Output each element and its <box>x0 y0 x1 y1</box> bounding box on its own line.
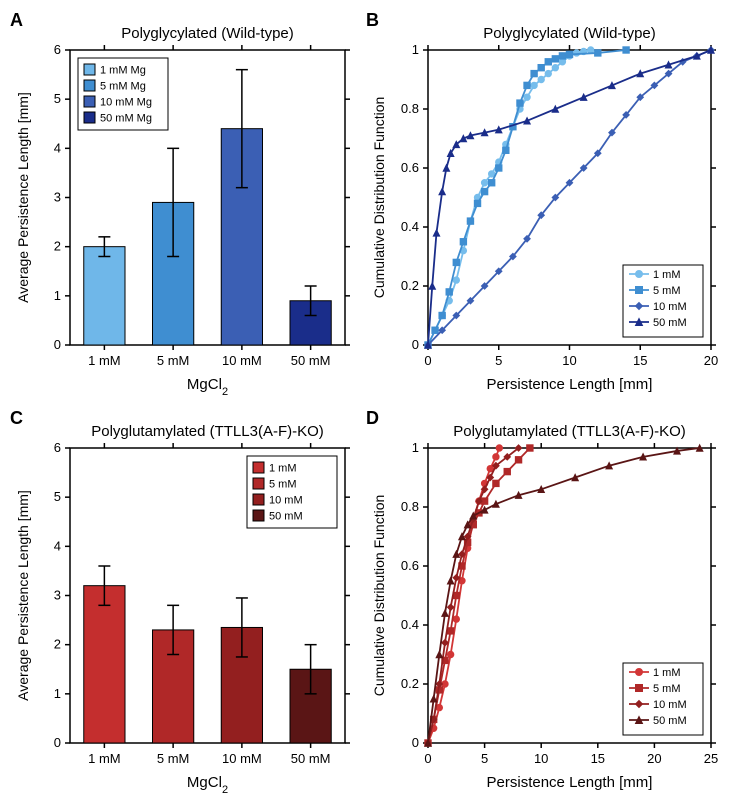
svg-text:1: 1 <box>54 686 61 701</box>
line-chart-b: Polyglycylated (Wild-type) 0 0.2 0.4 0.6 0.8 1… <box>366 10 726 400</box>
svg-text:Average Persistence Length [mm: Average Persistence Length [mm] <box>15 92 31 303</box>
svg-text:50 mM Mg: 50 mM Mg <box>100 113 152 125</box>
svg-text:Polyglycylated (Wild-type): Polyglycylated (Wild-type) <box>483 25 656 42</box>
panel-a-label: A <box>10 10 23 31</box>
svg-text:5 mM Mg: 5 mM Mg <box>100 81 146 93</box>
line-chart-d: Polyglutamylated (TTLL3(A-F)-KO) 0 0.2 0.4 0… <box>366 408 726 798</box>
svg-text:50 mM: 50 mM <box>291 353 331 368</box>
svg-text:10 mM: 10 mM <box>653 301 687 313</box>
svg-text:25: 25 <box>704 751 718 766</box>
svg-text:1 mM: 1 mM <box>653 667 681 679</box>
panel-d-label: D <box>366 408 379 429</box>
svg-text:1 mM: 1 mM <box>88 751 121 766</box>
svg-text:10: 10 <box>534 751 548 766</box>
svg-text:0: 0 <box>424 353 431 368</box>
svg-text:10 mM: 10 mM <box>222 751 262 766</box>
svg-text:5 mM: 5 mM <box>157 353 190 368</box>
svg-text:Polyglutamylated (TTLL3(A-F)-K: Polyglutamylated (TTLL3(A-F)-KO) <box>453 423 686 440</box>
svg-text:Cumulative Distribution Functi: Cumulative Distribution Function <box>371 495 387 697</box>
svg-text:0: 0 <box>412 337 419 352</box>
svg-text:0.8: 0.8 <box>401 499 419 514</box>
svg-text:1: 1 <box>412 440 419 455</box>
svg-text:1 mM: 1 mM <box>269 463 297 475</box>
svg-text:15: 15 <box>633 353 647 368</box>
svg-text:50 mM: 50 mM <box>653 317 687 329</box>
svg-text:1 mM: 1 mM <box>653 269 681 281</box>
svg-text:0.2: 0.2 <box>401 278 419 293</box>
panel-b-label: B <box>366 10 379 31</box>
bar-chart-c: Polyglutamylated (TTLL3(A-F)-KO) 0 1 2 3 4 5 6 1… <box>10 408 360 798</box>
svg-text:5: 5 <box>481 751 488 766</box>
panel-c-label: C <box>10 408 23 429</box>
svg-text:1 mM Mg: 1 mM Mg <box>100 65 146 77</box>
svg-text:0.2: 0.2 <box>401 676 419 691</box>
svg-text:4: 4 <box>54 140 61 155</box>
svg-text:15: 15 <box>591 751 605 766</box>
svg-text:5: 5 <box>495 353 502 368</box>
svg-text:5: 5 <box>54 91 61 106</box>
svg-text:5 mM: 5 mM <box>653 285 681 297</box>
svg-text:0.6: 0.6 <box>401 558 419 573</box>
svg-text:10 mM Mg: 10 mM Mg <box>100 97 152 109</box>
svg-text:6: 6 <box>54 42 61 57</box>
svg-text:50 mM: 50 mM <box>269 511 303 523</box>
figure-grid: A Polyglycylated (Wild-type) 0 1 2 3 4 5 6 1 mM 5… <box>10 10 726 798</box>
svg-text:10 mM: 10 mM <box>222 353 262 368</box>
svg-text:1: 1 <box>412 42 419 57</box>
svg-text:50 mM: 50 mM <box>653 715 687 727</box>
panel-d: D Polyglutamylated (TTLL3(A-F)-KO) 0 0.2 0.… <box>366 408 726 798</box>
svg-text:3: 3 <box>54 588 61 603</box>
svg-text:0: 0 <box>424 751 431 766</box>
svg-text:5 mM: 5 mM <box>157 751 190 766</box>
svg-text:Persistence Length [mm]: Persistence Length [mm] <box>487 774 653 791</box>
svg-text:1 mM: 1 mM <box>88 353 121 368</box>
svg-text:MgCl2: MgCl2 <box>187 376 228 398</box>
svg-text:2: 2 <box>54 637 61 652</box>
svg-text:5 mM: 5 mM <box>653 683 681 695</box>
svg-text:0.6: 0.6 <box>401 160 419 175</box>
svg-text:4: 4 <box>54 538 61 553</box>
svg-text:0.4: 0.4 <box>401 617 419 632</box>
svg-text:20: 20 <box>704 353 718 368</box>
panel-a: A Polyglycylated (Wild-type) 0 1 2 3 4 5 6 1 mM 5… <box>10 10 362 400</box>
svg-text:Cumulative Distribution Functi: Cumulative Distribution Function <box>371 97 387 299</box>
svg-text:0: 0 <box>412 735 419 750</box>
panel-b: B Polyglycylated (Wild-type) 0 0.2 0.4 0.6 0.… <box>366 10 726 400</box>
svg-text:10 mM: 10 mM <box>269 495 303 507</box>
svg-text:Persistence Length [mm]: Persistence Length [mm] <box>487 376 653 393</box>
svg-text:Polyglycylated (Wild-type): Polyglycylated (Wild-type) <box>121 25 294 42</box>
svg-text:1: 1 <box>54 288 61 303</box>
bar-chart-a: Polyglycylated (Wild-type) 0 1 2 3 4 5 6 1 mM 5 m… <box>10 10 360 400</box>
svg-text:0.4: 0.4 <box>401 219 419 234</box>
panel-c: C Polyglutamylated (TTLL3(A-F)-KO) 0 1 2 3 4 5… <box>10 408 362 798</box>
svg-text:MgCl2: MgCl2 <box>187 774 228 796</box>
svg-text:20: 20 <box>647 751 661 766</box>
svg-text:6: 6 <box>54 440 61 455</box>
svg-text:50 mM: 50 mM <box>291 751 331 766</box>
svg-text:5: 5 <box>54 489 61 504</box>
svg-text:0.8: 0.8 <box>401 101 419 116</box>
svg-text:Polyglutamylated (TTLL3(A-F)-K: Polyglutamylated (TTLL3(A-F)-KO) <box>91 423 324 440</box>
svg-text:0: 0 <box>54 337 61 352</box>
svg-text:10: 10 <box>562 353 576 368</box>
svg-text:Average Persistence Length [mm: Average Persistence Length [mm] <box>15 490 31 701</box>
svg-text:2: 2 <box>54 239 61 254</box>
svg-text:10 mM: 10 mM <box>653 699 687 711</box>
svg-text:0: 0 <box>54 735 61 750</box>
svg-text:5 mM: 5 mM <box>269 479 297 491</box>
svg-text:3: 3 <box>54 190 61 205</box>
